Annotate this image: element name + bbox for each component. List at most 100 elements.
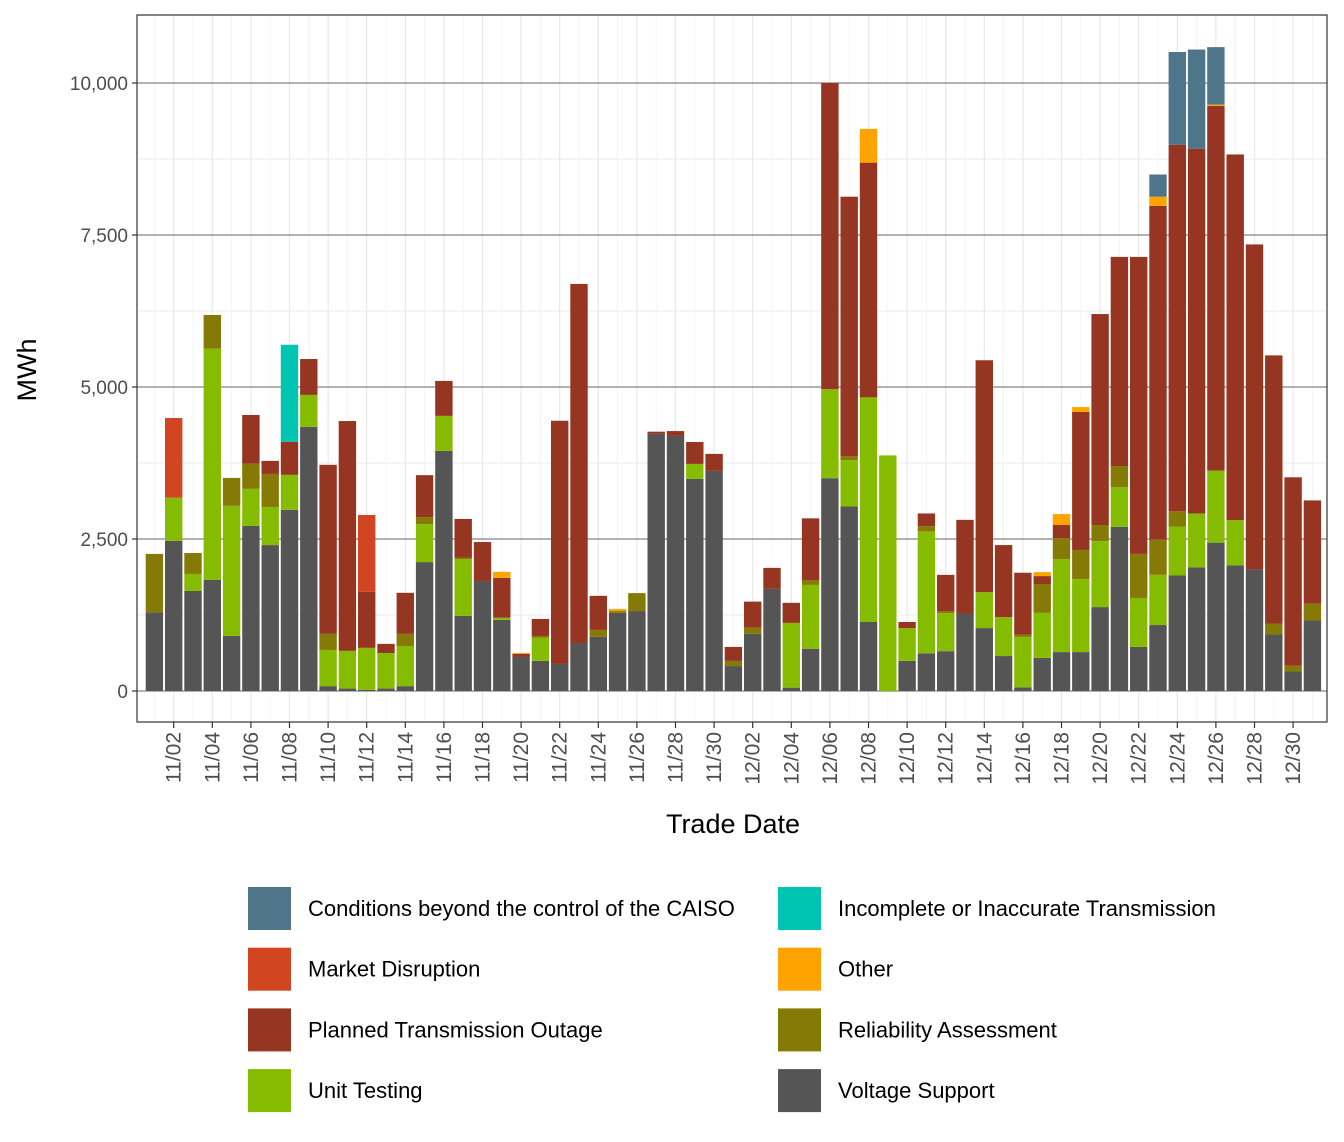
bar-segment-unit-testing-12-19 [1072, 579, 1090, 653]
bar-segment-voltage-support-12-07 [840, 506, 858, 691]
bar-segment-voltage-support-12-30 [1284, 671, 1302, 691]
bar-segment-reliability-assessment-11-24 [589, 629, 607, 637]
bar-segment-planned-transmission-outage-12-17 [1033, 576, 1051, 584]
bar-segment-planned-transmission-outage-12-23 [1149, 205, 1167, 540]
bar-segment-other-11-25 [608, 608, 627, 612]
x-tick-label: 11/30 [703, 732, 726, 783]
bar-segment-unit-testing-11-02 [165, 497, 183, 541]
bar-segment-market-disruption-11-02 [165, 418, 183, 498]
bar-segment-reliability-assessment-11-14 [396, 633, 414, 647]
legend-item: Other [778, 947, 893, 991]
bar-segment-planned-transmission-outage-11-16 [435, 380, 453, 416]
x-tick-label: 12/26 [1205, 732, 1228, 785]
bar-segment-planned-transmission-outage-12-02 [744, 601, 762, 628]
bar-segment-voltage-support-11-06 [242, 525, 260, 691]
x-axis: 11/02 11/04 11/06 11/08 11/10 11/12 11/14 11/16… [163, 722, 1305, 785]
legend-label: Market Disruption [308, 957, 480, 982]
y-tick-label: 2,500 [80, 530, 128, 551]
bar-segment-other-12-17 [1033, 572, 1051, 577]
bar-segment-planned-transmission-outage-12-18 [1052, 525, 1071, 539]
legend-item: Incomplete or Inaccurate Transmission [778, 887, 1216, 930]
bar-segment-unit-testing-11-16 [435, 415, 453, 451]
bar-segment-planned-transmission-outage-11-11 [338, 421, 357, 651]
bar-segment-voltage-support-12-05 [801, 648, 820, 691]
bar-segment-planned-transmission-outage-11-19 [493, 577, 511, 618]
bar-segment-unit-testing-12-25 [1187, 513, 1206, 568]
bar-segment-voltage-support-11-18 [473, 580, 492, 691]
bar-segment-unit-testing-11-07 [261, 507, 279, 546]
x-tick-label: 12/24 [1166, 732, 1189, 785]
bar-segment-planned-transmission-outage-11-20 [512, 653, 530, 657]
bar-segment-voltage-support-12-12 [937, 651, 955, 691]
bar-segment-conditions-beyond-the-control-of-the-caiso-12-25 [1187, 49, 1206, 149]
bar-segment-planned-transmission-outage-12-12 [937, 574, 955, 612]
bar-segment-voltage-support-12-01 [724, 666, 743, 691]
x-tick-label: 12/18 [1051, 732, 1074, 785]
bar-segment-voltage-support-11-21 [531, 660, 550, 691]
legend-label: Conditions beyond the control of the CAI… [308, 896, 735, 921]
bar-segment-unit-testing-12-15 [994, 617, 1013, 657]
legend-label: Unit Testing [308, 1078, 423, 1103]
x-tick-label: 11/10 [317, 732, 340, 783]
bar-segment-planned-transmission-outage-12-19 [1072, 411, 1090, 550]
x-tick-label: 12/04 [780, 732, 803, 785]
bar-segment-planned-transmission-outage-11-28 [666, 431, 685, 436]
bar-segment-voltage-support-11-12 [358, 689, 376, 691]
bar-segment-reliability-assessment-12-22 [1130, 553, 1148, 598]
bar-segment-planned-transmission-outage-12-13 [956, 519, 974, 614]
y-axis-title: MWh [12, 339, 42, 402]
x-tick-label: 12/08 [858, 732, 881, 785]
bar-segment-voltage-support-12-15 [994, 656, 1013, 691]
y-axis: 0 2,500 5,000 7,500 10,000 [70, 74, 137, 703]
bar-segment-unit-testing-11-11 [338, 650, 357, 689]
bar-segment-unit-testing-12-08 [859, 397, 878, 622]
bar-segment-unit-testing-12-05 [801, 584, 820, 649]
bar-segment-voltage-support-11-23 [570, 642, 588, 691]
bar-segment-other-12-23 [1149, 196, 1167, 206]
bar-segment-planned-transmission-outage-12-06 [821, 83, 839, 390]
bar-segment-reliability-assessment-12-11 [917, 526, 936, 532]
bar-segment-reliability-assessment-12-01 [724, 660, 743, 667]
bar-segment-voltage-support-12-18 [1052, 652, 1071, 691]
bar-segment-voltage-support-11-27 [647, 433, 665, 691]
legend-swatch [778, 1008, 821, 1052]
legend-swatch [248, 947, 291, 991]
y-tick-label: 5,000 [80, 378, 128, 399]
bar-segment-voltage-support-12-17 [1033, 657, 1051, 691]
x-tick-label: 12/22 [1128, 732, 1151, 785]
bar-segment-planned-transmission-outage-12-24 [1168, 144, 1186, 512]
bar-segment-planned-transmission-outage-11-10 [319, 464, 337, 634]
bar-segment-unit-testing-12-23 [1149, 574, 1167, 626]
legend-swatch [248, 887, 291, 930]
bar-segment-other-12-19 [1072, 407, 1090, 412]
bar-segment-voltage-support-11-09 [300, 426, 318, 691]
bar-segment-unit-testing-11-04 [203, 348, 221, 580]
bar-segment-planned-transmission-outage-12-16 [1014, 572, 1032, 635]
bar-segment-voltage-support-11-24 [589, 636, 607, 691]
bar-segment-unit-testing-11-29 [686, 463, 704, 479]
bar-segment-planned-transmission-outage-12-31 [1303, 500, 1322, 604]
bar-segment-unit-testing-12-22 [1130, 597, 1148, 647]
bar-segment-reliability-assessment-11-10 [319, 633, 337, 650]
bar-segment-planned-transmission-outage-12-03 [763, 567, 781, 589]
legend-item: Market Disruption [248, 947, 480, 991]
legend-item: Conditions beyond the control of the CAI… [248, 887, 735, 930]
bar-segment-unit-testing-12-18 [1052, 559, 1071, 653]
bar-segment-reliability-assessment-12-24 [1168, 511, 1186, 527]
bar-segment-unit-testing-12-20 [1091, 541, 1109, 608]
bar-segment-other-12-08 [859, 128, 878, 163]
legend-item: Unit Testing [248, 1069, 423, 1113]
bar-segment-unit-testing-12-12 [937, 613, 955, 652]
bar-segment-voltage-support-11-04 [203, 579, 221, 691]
bar-segment-unit-testing-11-21 [531, 637, 550, 661]
bar-segment-reliability-assessment-12-07 [840, 456, 858, 461]
bar-segment-reliability-assessment-11-01 [145, 553, 164, 613]
bar-segment-planned-transmission-outage-12-21 [1110, 256, 1129, 467]
bar-segment-unit-testing-11-09 [300, 394, 318, 427]
legend-swatch [778, 947, 821, 991]
bar-segment-planned-transmission-outage-11-07 [261, 460, 279, 474]
bar-segment-planned-transmission-outage-12-30 [1284, 477, 1302, 666]
bar-segment-unit-testing-11-15 [415, 524, 434, 563]
bar-segment-unit-testing-11-05 [222, 505, 241, 636]
bar-segment-planned-transmission-outage-11-21 [531, 618, 550, 636]
